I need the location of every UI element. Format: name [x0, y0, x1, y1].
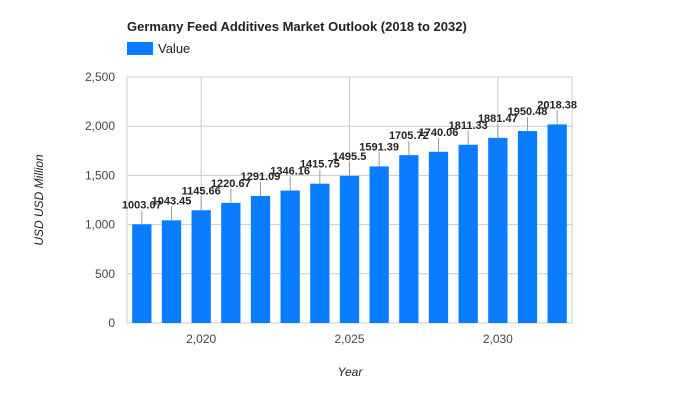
y-tick-label: 500: [95, 267, 115, 281]
legend-swatch: [127, 42, 153, 55]
data-label: 1495.5: [333, 151, 367, 163]
data-label: 1705.72: [389, 130, 429, 142]
data-label: 1346.16: [270, 166, 310, 178]
bar: [221, 202, 241, 323]
bar: [547, 124, 567, 323]
bars: [132, 124, 567, 323]
data-label: 1220.67: [211, 178, 251, 190]
chart-title: Germany Feed Additives Market Outlook (2…: [127, 19, 467, 34]
y-axis-title: USD USD Million: [32, 154, 46, 246]
legend-label: Value: [158, 41, 190, 56]
bar: [310, 183, 330, 323]
x-tick-label: 2,030: [483, 332, 513, 346]
bar: [458, 144, 478, 323]
data-labels: 1003.071043.451145.661220.671291.091346.…: [122, 99, 577, 225]
x-axis-ticks: 2,020 2,025 2,030: [186, 332, 513, 346]
data-label: 1811.33: [449, 120, 488, 132]
bar: [161, 220, 182, 323]
y-tick-label: 1,500: [85, 168, 115, 182]
data-label: 1591.39: [359, 141, 399, 153]
bar: [250, 195, 271, 323]
bar: [517, 131, 538, 323]
y-tick-label: 2,500: [85, 70, 115, 84]
y-tick-label: 0: [108, 316, 115, 330]
bar: [280, 190, 300, 323]
x-axis-title: Year: [338, 365, 364, 379]
bar: [488, 137, 508, 323]
data-label: 1950.48: [508, 106, 548, 118]
data-label: 1881.47: [478, 113, 518, 125]
bar: [132, 224, 152, 323]
x-tick-label: 2,020: [186, 332, 216, 346]
y-tick-label: 2,000: [85, 119, 115, 133]
y-tick-label: 1,000: [85, 218, 115, 232]
data-label: 1740.06: [419, 127, 459, 139]
bar: [191, 210, 211, 323]
y-axis-ticks: 0 500 1,000 1,500 2,000 2,500: [85, 70, 115, 330]
bar: [339, 175, 360, 323]
bar: [369, 166, 389, 323]
data-label: 1145.66: [182, 185, 221, 197]
bar: [399, 155, 419, 323]
data-label: 1003.07: [122, 199, 162, 211]
data-label: 2018.38: [537, 99, 577, 111]
data-label: 1415.75: [300, 159, 340, 171]
data-label: 1043.45: [152, 195, 192, 207]
data-label: 1291.09: [241, 171, 281, 183]
x-tick-label: 2,025: [334, 332, 364, 346]
bar: [428, 151, 449, 323]
